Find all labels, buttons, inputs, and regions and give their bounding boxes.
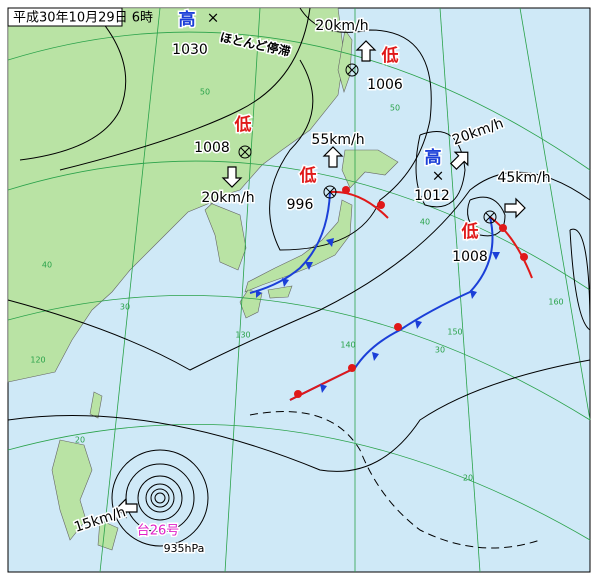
typhoon-pressure: 935hPa (164, 542, 205, 555)
grid-label: 160 (548, 298, 563, 307)
pressure-label: 1006 (367, 77, 403, 93)
system-kind: 低 (381, 45, 399, 66)
system-kind: 低 (299, 165, 317, 186)
motion-arrow (322, 146, 344, 168)
motion-arrow (504, 197, 526, 219)
graticule (7, 7, 591, 573)
grid-label: 140 (340, 341, 355, 350)
high-mark: × (432, 167, 445, 185)
low-mark-x (240, 147, 250, 157)
system-kind: 高 (179, 9, 196, 30)
pressure-label: 996 (287, 197, 314, 213)
low-mark-x (347, 65, 357, 75)
grid-label: 50 (200, 88, 210, 97)
low-mark (345, 63, 359, 77)
grid-label: 120 (30, 356, 45, 365)
motion-arrow (116, 497, 138, 519)
isobars (7, 7, 591, 549)
low-mark (238, 145, 252, 159)
pressure-label: 1012 (414, 188, 450, 204)
motion-label: 20km/h (201, 190, 254, 206)
grid-label: 40 (420, 218, 430, 227)
pressure-label: 1008 (194, 140, 230, 156)
grid-label: 30 (120, 303, 130, 312)
system-kind: 低 (234, 114, 252, 135)
low-mark (483, 210, 497, 224)
pressure-label: 1008 (452, 249, 488, 265)
motion-label: 45km/h (497, 170, 550, 186)
motion-arrow (221, 166, 243, 188)
grid-label: 130 (235, 331, 250, 340)
map-title: 平成30年10月29日 6時 (13, 11, 153, 26)
low-mark-x (485, 212, 495, 222)
title-box (7, 7, 123, 27)
motion-arrow (449, 151, 469, 171)
grid-label: 50 (390, 104, 400, 113)
grid-label: 20 (463, 474, 473, 483)
land (7, 7, 399, 551)
grid-label: 150 (447, 328, 462, 337)
grid-label: 30 (435, 346, 445, 355)
low-mark (323, 185, 337, 199)
labels: 高 ×1030 ほとんど停滞低100820km/h低100620km/h低99655… (30, 8, 563, 557)
low-mark-x (325, 187, 335, 197)
high-mark: × (207, 9, 220, 27)
motion-label: 55km/h (311, 132, 364, 148)
fronts (249, 186, 533, 401)
system-kind: 高 (425, 147, 442, 168)
pressure-label: 1030 (172, 42, 208, 58)
motion-label: 20km/h (315, 18, 368, 34)
grid-label: 40 (42, 261, 52, 270)
system-kind: 低 (461, 221, 479, 242)
grid-label: 20 (75, 436, 85, 445)
typhoon-name: 台26号 (137, 524, 180, 539)
motion-arrow (355, 40, 377, 62)
